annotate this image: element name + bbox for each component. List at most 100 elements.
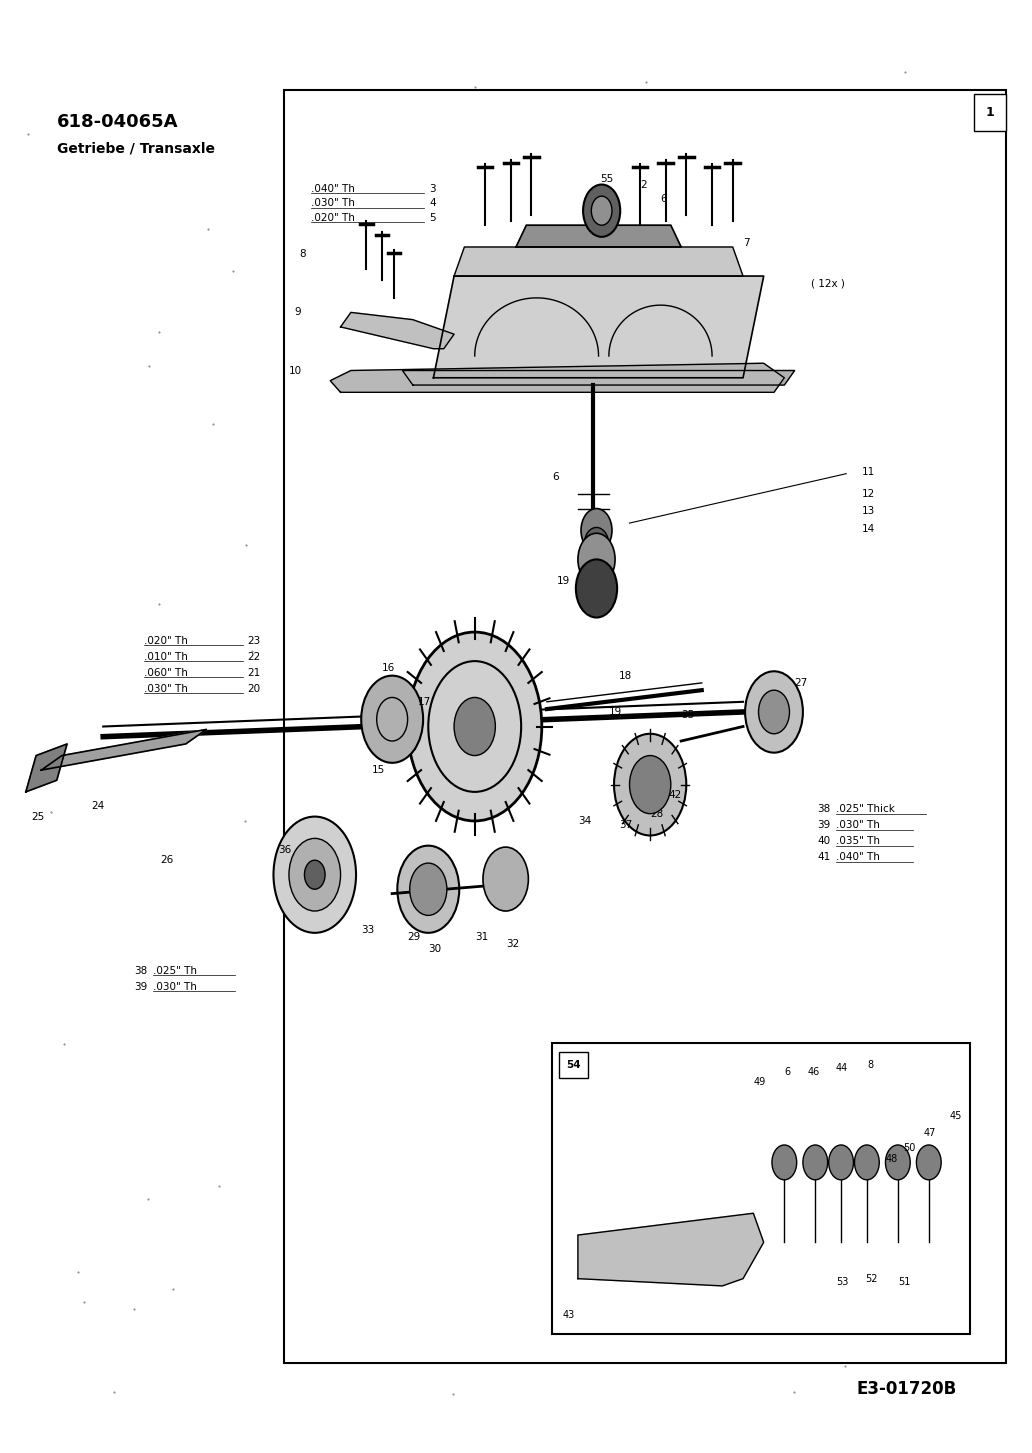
Text: 7: 7 — [743, 238, 749, 247]
Text: 33: 33 — [361, 926, 375, 934]
Polygon shape — [341, 312, 454, 349]
Text: E3-01720B: E3-01720B — [857, 1380, 957, 1398]
Circle shape — [304, 860, 325, 889]
Text: 24: 24 — [91, 802, 104, 811]
Text: 19: 19 — [609, 708, 622, 716]
Circle shape — [759, 690, 789, 734]
Text: 618-04065A: 618-04065A — [57, 113, 179, 131]
Text: 18: 18 — [619, 671, 633, 680]
Text: 43: 43 — [562, 1311, 575, 1319]
Text: 52: 52 — [865, 1274, 877, 1283]
Text: 41: 41 — [817, 853, 831, 862]
Text: .035" Th: .035" Th — [836, 837, 880, 846]
Text: Getriebe / Transaxle: Getriebe / Transaxle — [57, 141, 215, 155]
Text: 53: 53 — [836, 1277, 848, 1286]
Text: 11: 11 — [862, 468, 875, 477]
Text: 50: 50 — [903, 1144, 915, 1152]
Polygon shape — [41, 729, 206, 770]
Text: 38: 38 — [134, 966, 148, 975]
Text: 16: 16 — [382, 664, 395, 673]
Text: .030" Th: .030" Th — [311, 199, 355, 208]
Circle shape — [410, 863, 447, 915]
Text: .030" Th: .030" Th — [144, 684, 189, 693]
Circle shape — [854, 1145, 879, 1180]
Text: .040" Th: .040" Th — [311, 185, 355, 193]
Text: 31: 31 — [475, 933, 488, 942]
Text: 8: 8 — [299, 250, 305, 259]
Polygon shape — [26, 744, 67, 792]
Bar — [559, 1052, 588, 1078]
Text: 35: 35 — [681, 711, 695, 719]
Text: 39: 39 — [817, 821, 831, 830]
Text: 13: 13 — [862, 507, 875, 516]
Text: 34: 34 — [578, 817, 591, 825]
Text: 47: 47 — [924, 1129, 936, 1138]
Text: .060" Th: .060" Th — [144, 668, 189, 677]
Bar — [552, 1043, 970, 1334]
Text: 4: 4 — [429, 199, 436, 208]
Text: .010" Th: .010" Th — [144, 652, 189, 661]
Circle shape — [578, 533, 615, 586]
Text: 15: 15 — [372, 766, 385, 774]
Text: 9: 9 — [294, 308, 300, 317]
Circle shape — [397, 846, 459, 933]
Circle shape — [576, 559, 617, 618]
Circle shape — [614, 734, 686, 835]
Polygon shape — [402, 371, 795, 385]
Circle shape — [408, 632, 542, 821]
Text: 37: 37 — [619, 821, 633, 830]
Text: 42: 42 — [669, 790, 682, 799]
Text: 1: 1 — [986, 106, 995, 119]
Circle shape — [581, 509, 612, 552]
Circle shape — [745, 671, 803, 753]
Text: 5: 5 — [429, 214, 436, 222]
Text: .040" Th: .040" Th — [836, 853, 880, 862]
Text: 25: 25 — [31, 812, 44, 821]
Text: 6: 6 — [660, 195, 667, 203]
Text: 21: 21 — [248, 668, 261, 677]
Text: 10: 10 — [289, 366, 302, 375]
Text: 51: 51 — [898, 1277, 910, 1286]
Circle shape — [630, 756, 671, 814]
Text: 2: 2 — [640, 180, 646, 189]
Circle shape — [273, 817, 356, 933]
Circle shape — [483, 847, 528, 911]
Text: 44: 44 — [836, 1064, 848, 1072]
Text: .025" Th: .025" Th — [153, 966, 197, 975]
Text: 3: 3 — [429, 185, 436, 193]
Circle shape — [803, 1145, 828, 1180]
Text: .025" Thick: .025" Thick — [836, 805, 895, 814]
Text: 19: 19 — [557, 577, 571, 586]
Circle shape — [772, 1145, 797, 1180]
Text: .020" Th: .020" Th — [311, 214, 355, 222]
Circle shape — [584, 527, 609, 562]
Text: 48: 48 — [885, 1155, 898, 1164]
Text: 29: 29 — [408, 933, 421, 942]
Polygon shape — [578, 1213, 764, 1286]
Circle shape — [591, 196, 612, 225]
Text: 23: 23 — [248, 636, 261, 645]
Circle shape — [361, 676, 423, 763]
Text: 55: 55 — [601, 174, 614, 183]
Polygon shape — [433, 276, 764, 378]
Circle shape — [885, 1145, 910, 1180]
Text: 12: 12 — [862, 490, 875, 498]
Polygon shape — [330, 363, 784, 392]
Text: 40: 40 — [817, 837, 831, 846]
Bar — [974, 94, 1006, 131]
Text: 46: 46 — [808, 1068, 820, 1077]
Text: .030" Th: .030" Th — [836, 821, 880, 830]
Circle shape — [916, 1145, 941, 1180]
Text: 39: 39 — [134, 982, 148, 991]
Text: 20: 20 — [248, 684, 261, 693]
Text: 30: 30 — [428, 944, 442, 953]
Circle shape — [829, 1145, 853, 1180]
Text: 28: 28 — [650, 809, 664, 818]
Text: 22: 22 — [248, 652, 261, 661]
Text: 45: 45 — [949, 1112, 962, 1120]
Text: ( 12x ): ( 12x ) — [811, 279, 845, 288]
Text: 38: 38 — [817, 805, 831, 814]
Circle shape — [454, 697, 495, 756]
Circle shape — [583, 185, 620, 237]
Text: 8: 8 — [867, 1061, 873, 1069]
